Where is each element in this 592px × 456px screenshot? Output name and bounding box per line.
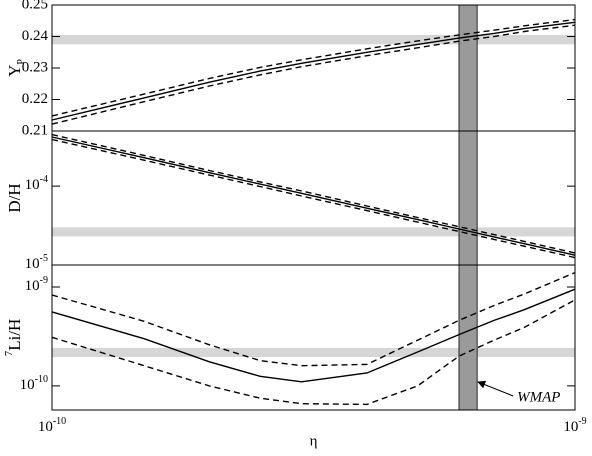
y-label-subscript: P <box>16 59 27 65</box>
curve <box>51 133 576 254</box>
x-axis-label: η <box>310 433 318 449</box>
tick-label-exponent: -10 <box>53 416 66 427</box>
y-axis-label: 7Li/H <box>3 319 24 357</box>
tick-label: 0.21 <box>22 122 48 138</box>
curve <box>51 21 576 121</box>
y-label-superscript: 7 <box>3 350 15 356</box>
tick-label-base: 10 <box>25 178 40 194</box>
wmap-band <box>458 4 478 132</box>
curve <box>51 136 576 256</box>
curve <box>51 18 576 117</box>
y-label-main: Y <box>5 65 24 77</box>
tick-label-base: 10 <box>25 256 40 272</box>
tick-label: 0.25 <box>22 0 48 12</box>
panel-frame <box>51 4 576 132</box>
tick-label-exponent: -5 <box>40 253 48 264</box>
curve <box>51 271 576 367</box>
y-axis-label: YP <box>5 59 27 77</box>
tick-label: 0.23 <box>22 59 48 75</box>
tick-label: 10-10 <box>20 374 48 393</box>
curve <box>51 288 576 383</box>
observed-band <box>52 34 575 45</box>
tick-label-exponent: -4 <box>40 174 48 185</box>
tick-label: 10-5 <box>25 253 48 272</box>
tick-label-exponent: -10 <box>35 374 48 385</box>
tick-label: 10-9 <box>563 416 586 435</box>
tick-label: 0.22 <box>22 91 48 107</box>
wmap-band <box>458 264 478 411</box>
tick-label: 0.24 <box>22 28 49 44</box>
annotation: WMAP <box>517 389 560 405</box>
panel-frame <box>51 130 576 266</box>
tick-label: 10-9 <box>25 275 48 294</box>
observed-band <box>52 347 575 357</box>
curve <box>51 299 576 406</box>
tick-label-base: 10 <box>25 278 40 294</box>
curve <box>51 24 576 125</box>
tick-label: 10-10 <box>38 416 66 435</box>
tick-label-base: 10 <box>563 419 578 435</box>
tick-label-base: 10 <box>38 419 53 435</box>
y-axis-label: D/H <box>5 183 24 212</box>
tick-label: 10-4 <box>25 174 48 193</box>
annotation-arrow <box>477 380 514 397</box>
wmap-band <box>458 130 478 266</box>
y-label-main: D/H <box>5 183 24 212</box>
curve <box>51 138 576 259</box>
tick-label-exponent: -9 <box>40 275 48 286</box>
tick-label-base: 10 <box>20 377 35 393</box>
tick-label-exponent: -9 <box>578 416 586 427</box>
panel-frame <box>51 264 576 411</box>
observed-band <box>52 227 575 237</box>
y-label-main: Li/H <box>5 319 24 351</box>
